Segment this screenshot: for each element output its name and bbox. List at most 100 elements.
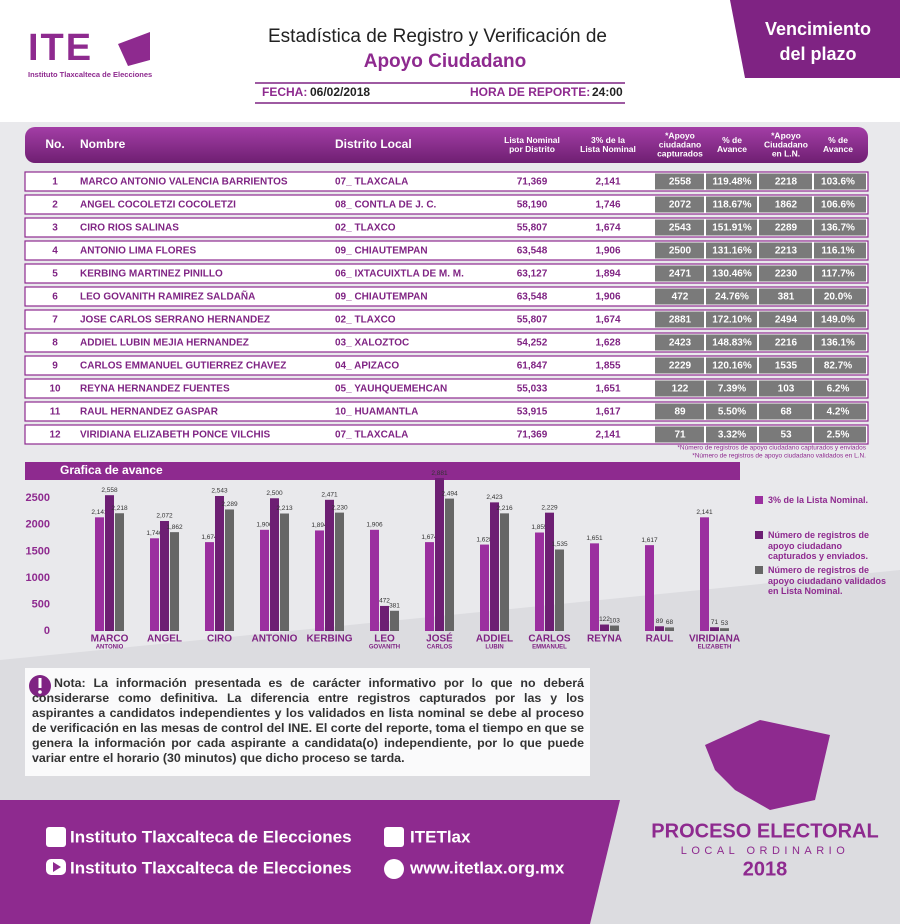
table-cell: 116.1% (821, 246, 854, 257)
data-label: 2,289 (221, 501, 238, 508)
table-cell: ANGEL COCOLETZI COCOLETZI (80, 200, 236, 211)
bar (655, 626, 664, 631)
table-cell: 09_ CHIAUTEMPAN (335, 292, 428, 303)
data-label: 71 (711, 619, 719, 626)
table-cell: 136.7% (821, 223, 855, 234)
table-cell: 7.39% (718, 384, 746, 395)
table-cell: 04_ APIZACO (335, 361, 399, 372)
column-header: 3% de la (591, 135, 625, 145)
x-tick-label: ANGEL (147, 634, 182, 645)
logo-subtitle: Instituto Tlaxcalteca de Elecciones (28, 70, 152, 79)
column-header: Lista Nominal (504, 135, 560, 145)
table-header-bg (25, 127, 868, 163)
table-cell: 2289 (775, 223, 798, 234)
table-cell: 58,190 (517, 200, 548, 211)
table-cell: 149.0% (821, 315, 855, 326)
bar (380, 605, 389, 631)
x-tick-label: KERBING (306, 634, 352, 645)
column-header: capturados (657, 148, 703, 158)
table-cell: 119.48% (713, 177, 752, 188)
bar (325, 499, 334, 631)
table-cell: 24.76% (715, 292, 749, 303)
bar (280, 513, 289, 631)
table-cell: 71 (674, 430, 686, 441)
table-cell: 61,847 (517, 361, 548, 372)
table-cell: 63,548 (517, 292, 548, 303)
bar (555, 549, 564, 631)
bar (315, 530, 324, 631)
table-cell: ADDIEL LUBIN MEJIA HERNANDEZ (80, 338, 249, 349)
data-label: 472 (379, 598, 390, 605)
web-icon (384, 859, 404, 879)
map-shape (705, 720, 830, 810)
data-label: 2,471 (321, 492, 338, 499)
bar (445, 498, 454, 631)
table-cell: 54,252 (517, 338, 548, 349)
bar (700, 517, 709, 631)
table-cell: 6.2% (827, 384, 850, 395)
table-cell: 68 (780, 407, 792, 418)
table-cell: 2218 (775, 177, 798, 188)
title: Estadística de Registro y Verificación d… (268, 26, 608, 47)
column-header: Nombre (80, 137, 126, 151)
table-cell: 2229 (669, 361, 692, 372)
table-cell: 05_ YAUHQUEMEHCAN (335, 384, 447, 395)
table-cell: 151.91% (712, 223, 752, 234)
y-tick-label: 2000 (26, 519, 50, 531)
data-label: 2,494 (441, 490, 458, 497)
bar (150, 538, 159, 631)
footer-link: Instituto Tlaxcalteca de Elecciones (70, 827, 352, 846)
data-label: 381 (389, 602, 400, 609)
legend-swatch (755, 531, 763, 539)
table-cell: 12 (49, 430, 61, 441)
x-tick-sublabel: ELIZABETH (698, 645, 732, 651)
data-label: 68 (666, 619, 674, 626)
table-cell: 1,906 (595, 246, 620, 257)
table-cell: 07_ TLAXCALA (335, 177, 408, 188)
table-cell: 10 (49, 384, 61, 395)
data-label: 2,072 (156, 513, 173, 520)
data-label: 1,894 (311, 522, 328, 529)
table-cell: ANTONIO LIMA FLORES (80, 246, 196, 257)
table-cell: REYNA HERNANDEZ FUENTES (80, 384, 230, 395)
column-header: Avance (717, 144, 747, 154)
table-cell: LEO GOVANITH RAMIREZ SALDAÑA (80, 290, 255, 303)
bar (115, 513, 124, 631)
bar (500, 513, 509, 631)
youtube-icon (53, 862, 61, 872)
table-cell: 136.1% (821, 338, 855, 349)
bar (390, 610, 399, 631)
column-header: ciudadano (659, 139, 702, 149)
x-tick-label: CARLOS (528, 634, 571, 645)
table-cell: 130.46% (712, 269, 752, 280)
time: 24:00 (592, 85, 623, 99)
bar (645, 545, 654, 631)
data-label: 2,216 (496, 505, 513, 512)
table-cell: 117.7% (821, 269, 854, 280)
badge-bg (730, 0, 900, 78)
table-cell: 1535 (775, 361, 798, 372)
table-cell: 63,127 (517, 269, 548, 280)
table-cell: 472 (672, 292, 689, 303)
data-label: 1,906 (366, 522, 383, 529)
table-cell: 4.2% (827, 407, 850, 418)
process-subtitle: LOCAL ORDINARIO (681, 845, 850, 857)
table-cell: 6 (52, 292, 58, 303)
bar (590, 543, 599, 631)
table-cell: 63,548 (517, 246, 548, 257)
table-cell: 2558 (669, 177, 692, 188)
table-cell: 2,141 (595, 177, 620, 188)
table-cell: 1,651 (595, 384, 620, 395)
table-cell: 2 (52, 200, 58, 211)
table-cell: 3 (52, 223, 58, 234)
table-cell: 2.5% (827, 430, 850, 441)
column-header: % de (722, 135, 742, 145)
facebook-icon (46, 827, 66, 847)
data-label: 2,229 (541, 504, 558, 511)
table-cell: 09_ CHIAUTEMPAN (335, 246, 428, 257)
x-tick-label: CIRO (207, 634, 232, 645)
bar (435, 478, 444, 631)
logo: ITE (28, 27, 93, 69)
legend-label: Número de registros de apoyo ciudadano c… (768, 530, 870, 561)
data-label: 2,423 (486, 494, 503, 501)
